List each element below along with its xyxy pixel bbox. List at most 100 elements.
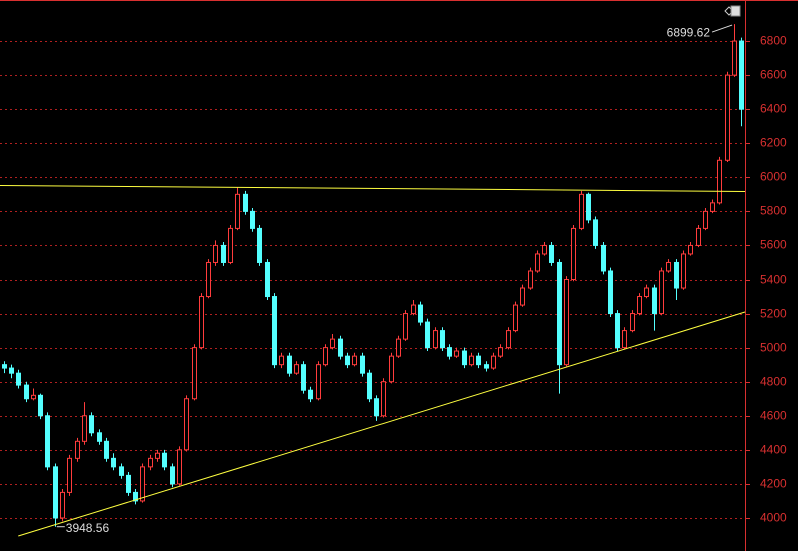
candle-body: [696, 227, 701, 246]
candle-body: [162, 452, 167, 468]
candle-body: [674, 261, 679, 289]
y-tick-label: 5000: [760, 341, 787, 355]
candle-body: [170, 466, 175, 485]
candle-body: [140, 466, 145, 502]
candle-body: [221, 244, 226, 263]
candle-body: [688, 244, 693, 255]
candle-body: [447, 347, 452, 357]
candle-body: [53, 466, 58, 519]
candle-body: [89, 415, 94, 434]
candle-body: [250, 210, 255, 229]
candle-body: [732, 40, 737, 76]
candle-body: [725, 74, 730, 161]
candle-body: [308, 389, 313, 400]
candle-body: [199, 296, 204, 349]
y-tick-label: 6800: [760, 34, 787, 48]
candle-body: [243, 193, 248, 212]
candle-body: [615, 313, 620, 349]
candle-body: [294, 364, 299, 374]
candle-body: [396, 338, 401, 357]
candle-body: [403, 313, 408, 340]
candle-body: [630, 313, 635, 332]
candle-body: [593, 219, 598, 246]
candle-body: [579, 193, 584, 229]
candle-body: [287, 355, 292, 374]
candle-body: [557, 261, 562, 366]
candle-body: [60, 491, 65, 519]
y-tick-label: 5800: [760, 204, 787, 218]
y-tick-label: 6000: [760, 170, 787, 184]
candle-body: [24, 384, 29, 400]
candle-body: [608, 270, 613, 315]
candle-body: [528, 270, 533, 289]
candle-body: [206, 261, 211, 298]
candle-body: [389, 355, 394, 383]
candle-body: [433, 330, 438, 349]
y-tick-label: 4200: [760, 477, 787, 491]
candle-body: [564, 279, 569, 366]
candle-body: [418, 304, 423, 323]
trendline: [0, 184, 746, 192]
candle-body: [104, 440, 109, 459]
candle-body: [666, 261, 671, 272]
candle-body: [235, 193, 240, 229]
candle-body: [360, 355, 365, 374]
candle-body: [45, 415, 50, 468]
candle-body: [367, 372, 372, 400]
y-tick-label: 4400: [760, 443, 787, 457]
candle-body: [513, 304, 518, 332]
candle-body: [469, 355, 474, 366]
candle-body: [148, 457, 153, 468]
icon-square[interactable]: [730, 5, 741, 17]
y-tick-label: 5400: [760, 273, 787, 287]
candle-body: [279, 355, 284, 366]
y-tick-label: 6400: [760, 102, 787, 116]
candle-body: [9, 367, 14, 374]
candle-body: [119, 466, 124, 476]
candle-body: [411, 304, 416, 315]
candle-body: [717, 159, 722, 204]
candle-body: [637, 296, 642, 315]
annotation-arrow: [711, 24, 733, 33]
candle-body: [484, 364, 489, 369]
candle-body: [520, 287, 525, 306]
candle-body: [330, 338, 335, 349]
candle-body: [133, 491, 138, 502]
annotation-label: 6899.62: [667, 25, 711, 39]
candle-body: [491, 355, 496, 369]
candle-body: [31, 394, 36, 400]
candle-body: [257, 227, 262, 263]
candle-body: [454, 350, 459, 357]
candle-body: [506, 330, 511, 349]
candle-body: [710, 202, 715, 212]
candle-body: [75, 440, 80, 459]
y-tick-label: 6200: [760, 136, 787, 150]
candle-body: [213, 244, 218, 263]
candle-body: [338, 338, 343, 357]
y-tick-label: 4000: [760, 511, 787, 525]
candle-body: [652, 287, 657, 315]
y-tick-label: 4600: [760, 409, 787, 423]
candle-body: [659, 270, 664, 315]
candle-body: [476, 355, 481, 366]
candle-body: [586, 193, 591, 221]
candle-body: [703, 210, 708, 229]
candle-body: [67, 457, 72, 493]
candle-body: [272, 296, 277, 366]
candle-body: [542, 244, 547, 255]
candle-body: [535, 253, 540, 272]
candle-body: [622, 330, 627, 349]
y-tick-label: 4800: [760, 375, 787, 389]
candle-body: [2, 364, 7, 369]
candle-body: [345, 355, 350, 366]
candle-body: [301, 364, 306, 391]
candle-body: [601, 244, 606, 272]
candle-body: [323, 347, 328, 366]
candle-body: [265, 261, 270, 298]
trendline: [18, 311, 746, 537]
candle-body: [97, 432, 102, 442]
candle-body: [352, 355, 357, 366]
